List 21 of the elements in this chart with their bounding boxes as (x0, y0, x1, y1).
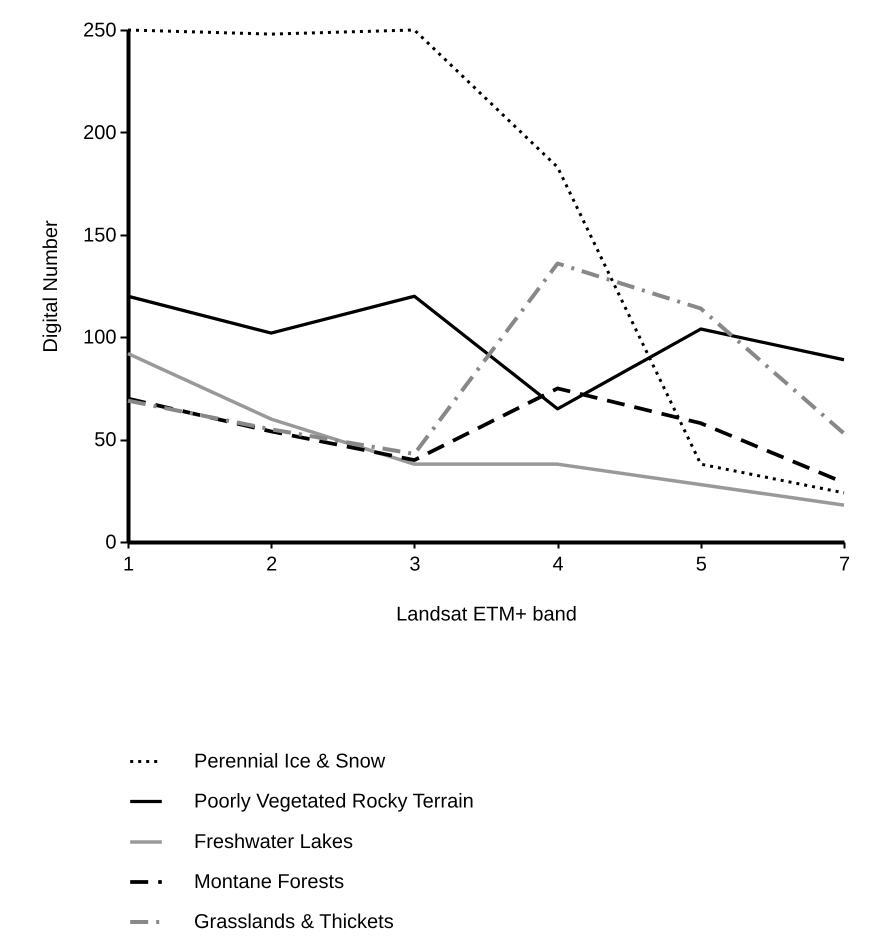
legend-label: Poorly Vegetated Rocky Terrain (194, 790, 474, 812)
x-tick-label: 7 (838, 554, 850, 576)
legend-label: Grasslands & Thickets (194, 911, 394, 933)
y-axis-title: Digital Number (40, 220, 62, 353)
x-tick-label: 5 (696, 554, 707, 576)
legend-label: Perennial Ice & Snow (194, 750, 386, 772)
x-axis-title: Landsat ETM+ band (396, 604, 577, 626)
x-tick-label: 3 (409, 554, 420, 576)
legend-label: Freshwater Lakes (194, 831, 353, 853)
x-tick-label: 1 (122, 554, 134, 576)
y-tick-label: 150 (83, 224, 116, 246)
line-series (126, 261, 846, 456)
y-tick-label: 200 (83, 122, 116, 144)
y-tick-label: 0 (105, 532, 116, 554)
y-tick-label: 250 (83, 20, 116, 42)
x-tick-label: 4 (552, 554, 564, 576)
x-tick-label: 2 (266, 554, 278, 576)
legend-label: Montane Forests (194, 871, 344, 893)
line-series (126, 352, 846, 507)
y-tick-label: 50 (94, 429, 116, 452)
y-tick-label: 100 (83, 326, 116, 349)
